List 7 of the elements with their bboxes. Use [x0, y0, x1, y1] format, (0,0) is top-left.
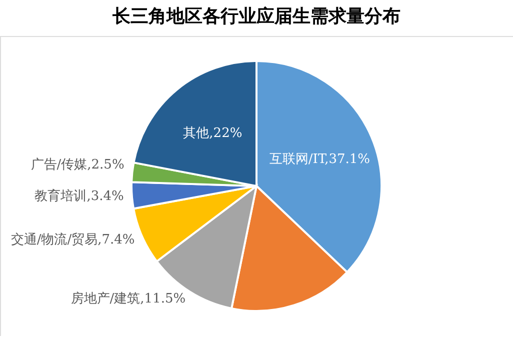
slice-label: 其他,22%	[183, 126, 242, 142]
slice-label: 教育培训,3.4%	[34, 188, 124, 204]
slice-label: 互联网/IT,37.1%	[269, 152, 370, 167]
slice-label: 房地产/建筑,11.5%	[70, 290, 186, 307]
slice-label: 广告/传媒,2.5%	[30, 157, 124, 172]
chart-title: 长三角地区各行业应届生需求量分布	[112, 6, 400, 27]
slice-label: 交通/物流/贸易,7.4%	[10, 232, 135, 248]
